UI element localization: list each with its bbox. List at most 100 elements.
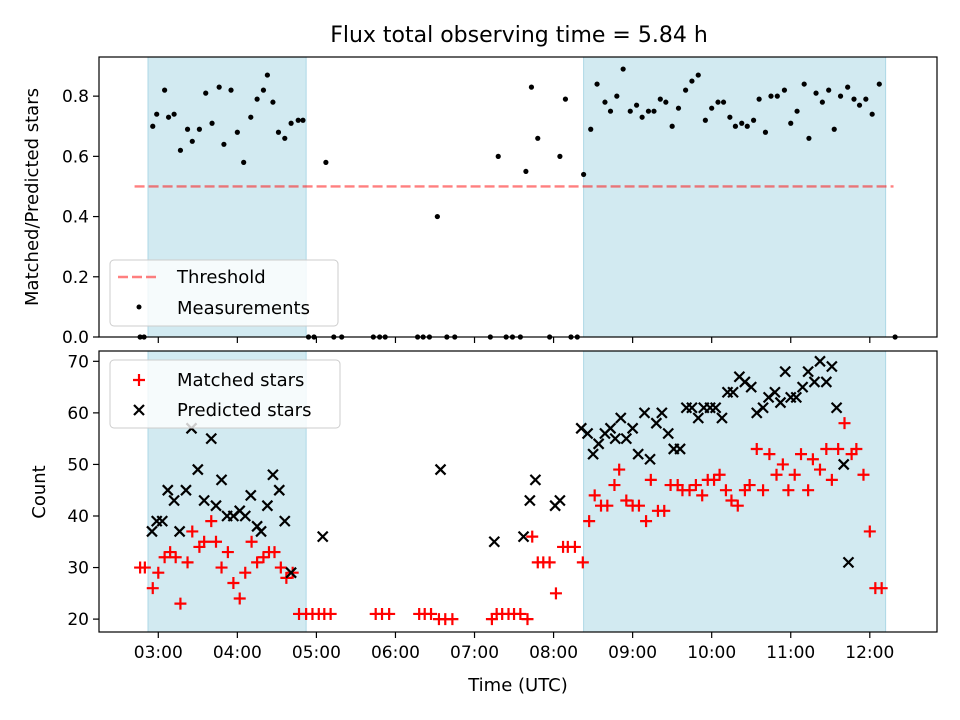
measurement-point bbox=[837, 93, 844, 99]
matched-star-point bbox=[763, 448, 776, 461]
predicted-star-point bbox=[239, 510, 252, 522]
predicted-star-point bbox=[581, 427, 594, 440]
matched-star-point bbox=[543, 556, 556, 569]
matched-star-point bbox=[825, 473, 838, 486]
measurement-point bbox=[762, 129, 769, 135]
measurement-point bbox=[557, 153, 563, 159]
measurement-point bbox=[739, 120, 745, 126]
predicted-star-point bbox=[215, 474, 228, 486]
measurement-point bbox=[651, 108, 657, 114]
matched-star-point bbox=[613, 463, 626, 476]
measurement-point bbox=[177, 147, 184, 153]
predicted-star-point bbox=[662, 427, 674, 440]
matched-star-point bbox=[245, 535, 258, 548]
predicted-star-point bbox=[205, 432, 218, 445]
matched-star-point bbox=[731, 499, 744, 512]
matched-star-point bbox=[850, 442, 863, 455]
predicted-star-point bbox=[650, 417, 663, 429]
measurement-point bbox=[528, 84, 535, 90]
matched-star-point bbox=[425, 607, 438, 620]
predicted-star-point bbox=[638, 407, 651, 419]
predicted-star-point bbox=[814, 355, 826, 368]
predicted-star-point bbox=[285, 566, 297, 579]
top-ytick-label: 0.2 bbox=[62, 268, 89, 288]
matched-star-point bbox=[644, 473, 657, 486]
matched-star-point bbox=[221, 546, 234, 559]
matched-star-point bbox=[268, 546, 281, 559]
bottom-ytick-label: 70 bbox=[67, 352, 89, 372]
legend-predicted-label: Predicted stars bbox=[177, 400, 311, 421]
matched-star-point bbox=[146, 582, 159, 595]
predicted-star-point bbox=[604, 422, 617, 435]
bottom-xtick-label: 08:00 bbox=[529, 643, 578, 663]
measurement-point bbox=[813, 90, 819, 96]
top-x-ticks bbox=[157, 337, 871, 343]
bottom-legend: Matched stars Predicted stars bbox=[109, 359, 341, 429]
legend-measurements-label: Measurements bbox=[177, 298, 310, 319]
measurement-point bbox=[264, 72, 270, 78]
matched-star-point bbox=[757, 484, 770, 497]
measurement-point bbox=[768, 93, 774, 99]
bottom-xtick-label: 07:00 bbox=[450, 643, 499, 663]
measurement-point bbox=[720, 99, 727, 105]
matched-star-point bbox=[446, 613, 459, 626]
matched-star-point bbox=[875, 582, 888, 595]
bottom-ytick-label: 60 bbox=[67, 404, 89, 424]
top-ytick-label: 0.0 bbox=[62, 328, 89, 348]
measurement-point bbox=[876, 81, 882, 87]
predicted-star-point bbox=[168, 494, 180, 507]
predicted-star-point bbox=[180, 484, 192, 496]
measurement-point bbox=[209, 120, 215, 126]
bottom-xtick-label: 06:00 bbox=[371, 643, 420, 663]
measurement-point bbox=[275, 129, 282, 135]
matched-star-point bbox=[286, 566, 299, 579]
predicted-star-point bbox=[632, 448, 644, 460]
measurement-point bbox=[856, 102, 863, 108]
count-points bbox=[134, 355, 888, 626]
matched-star-point bbox=[274, 561, 287, 574]
matched-star-point bbox=[725, 494, 738, 507]
measurement-point bbox=[819, 99, 825, 105]
shaded-interval-1 bbox=[583, 350, 887, 633]
predicted-star-point bbox=[255, 525, 267, 538]
measurement-point bbox=[241, 159, 247, 165]
measurement-point bbox=[228, 87, 234, 93]
measurement-point bbox=[633, 102, 640, 108]
predicted-star-point bbox=[727, 386, 739, 399]
bottom-xtick-label: 09:00 bbox=[608, 643, 657, 663]
matched-star-point bbox=[549, 587, 562, 600]
measurement-point bbox=[581, 171, 587, 178]
matched-star-point bbox=[181, 556, 194, 569]
measurement-point bbox=[639, 114, 645, 120]
predicted-star-point bbox=[434, 463, 447, 476]
predicted-star-point bbox=[842, 556, 855, 569]
matched-star-point bbox=[239, 566, 252, 579]
predicted-star-point bbox=[692, 412, 705, 424]
legend-threshold-label: Threshold bbox=[176, 267, 266, 288]
bottom-xlabel: Time (UTC) bbox=[467, 675, 568, 696]
matched-star-point bbox=[583, 515, 596, 528]
matched-star-point bbox=[776, 458, 789, 471]
predicted-star-point bbox=[592, 438, 605, 450]
matched-star-point bbox=[526, 530, 539, 543]
predicted-star-point bbox=[316, 530, 329, 543]
matched-star-point bbox=[750, 442, 763, 455]
bottom-ytick-label: 40 bbox=[67, 507, 89, 527]
predicted-star-point bbox=[488, 535, 501, 548]
matched-star-point bbox=[832, 442, 845, 455]
measurement-point bbox=[801, 81, 807, 87]
measurement-point bbox=[184, 126, 191, 132]
matched-star-point bbox=[514, 607, 527, 620]
top-ytick-label: 0.8 bbox=[62, 87, 89, 107]
measurement-point bbox=[845, 84, 851, 90]
predicted-star-point bbox=[774, 396, 787, 409]
bottom-xtick-label: 12:00 bbox=[845, 643, 894, 663]
matched-star-point bbox=[601, 499, 614, 512]
measurement-point bbox=[602, 99, 608, 105]
measurement-point bbox=[794, 108, 800, 114]
bottom-xtick-label: 04:00 bbox=[213, 643, 262, 663]
measurement-point bbox=[657, 96, 663, 102]
measurement-point bbox=[663, 99, 669, 105]
top-ytick-label: 0.4 bbox=[62, 208, 89, 228]
measurement-point bbox=[248, 114, 254, 120]
